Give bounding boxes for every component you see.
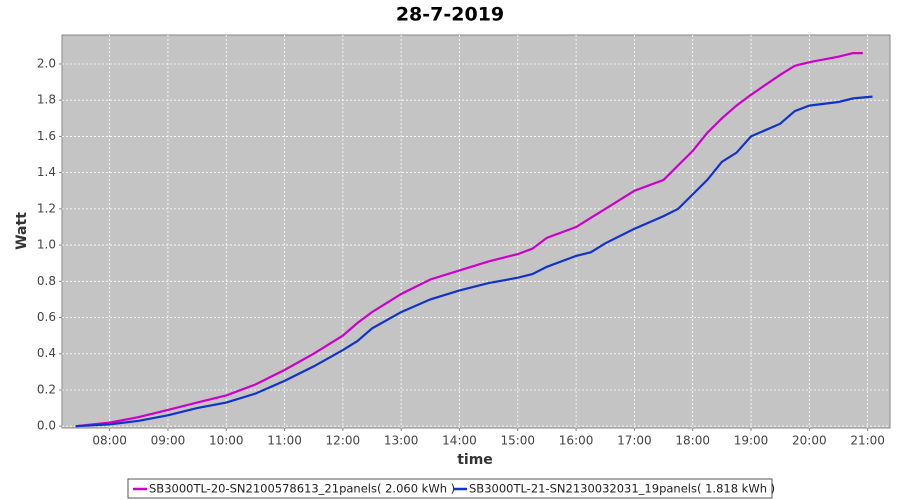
x-tick-label: 15:00 — [500, 434, 535, 448]
x-tick-label: 18:00 — [675, 434, 710, 448]
y-tick-label: 1.4 — [37, 165, 56, 179]
y-tick-label: 0.0 — [37, 419, 56, 433]
x-tick-label: 08:00 — [92, 434, 127, 448]
y-tick-label: 1.0 — [37, 238, 56, 252]
x-tick-label: 14:00 — [442, 434, 477, 448]
y-tick-label: 0.8 — [37, 274, 56, 288]
y-tick-label: 1.6 — [37, 129, 56, 143]
x-tick-label: 12:00 — [326, 434, 361, 448]
legend-label: SB3000TL-20-SN2100578613_21panels( 2.060… — [149, 482, 455, 496]
x-tick-label: 09:00 — [151, 434, 186, 448]
y-tick-label: 1.8 — [37, 93, 56, 107]
plot-area — [61, 34, 891, 429]
x-tick-label: 20:00 — [792, 434, 827, 448]
x-tick-label: 13:00 — [384, 434, 419, 448]
series-line — [75, 95, 873, 428]
x-tick-label: 17:00 — [617, 434, 652, 448]
x-axis-label: time — [457, 452, 493, 468]
x-tick-label: 11:00 — [267, 434, 302, 448]
series-line — [75, 52, 863, 428]
x-tick-label: 19:00 — [734, 434, 769, 448]
y-tick-label: 1.2 — [37, 201, 56, 215]
legend-label: SB3000TL-21-SN2130032031_19panels( 1.818… — [469, 482, 775, 496]
y-tick-label: 2.0 — [37, 56, 56, 70]
chart-title: 28-7-2019 — [396, 4, 504, 26]
legend — [127, 478, 773, 499]
y-axis-label: Watt — [14, 212, 30, 250]
x-tick-label: 16:00 — [559, 434, 594, 448]
y-tick-label: 0.2 — [37, 382, 56, 396]
x-tick-label: 10:00 — [209, 434, 244, 448]
y-tick-label: 0.6 — [37, 310, 56, 324]
y-tick-label: 0.4 — [37, 346, 56, 360]
x-tick-label: 21:00 — [850, 434, 885, 448]
